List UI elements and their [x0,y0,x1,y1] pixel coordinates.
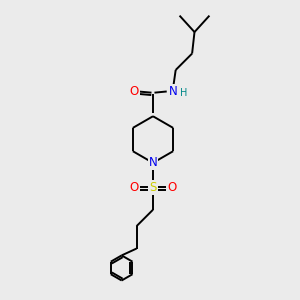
Text: S: S [149,181,157,194]
Text: N: N [169,85,178,98]
Text: O: O [130,85,139,98]
Text: O: O [167,181,176,194]
Text: H: H [180,88,187,98]
Text: N: N [148,156,158,169]
Text: O: O [130,181,139,194]
